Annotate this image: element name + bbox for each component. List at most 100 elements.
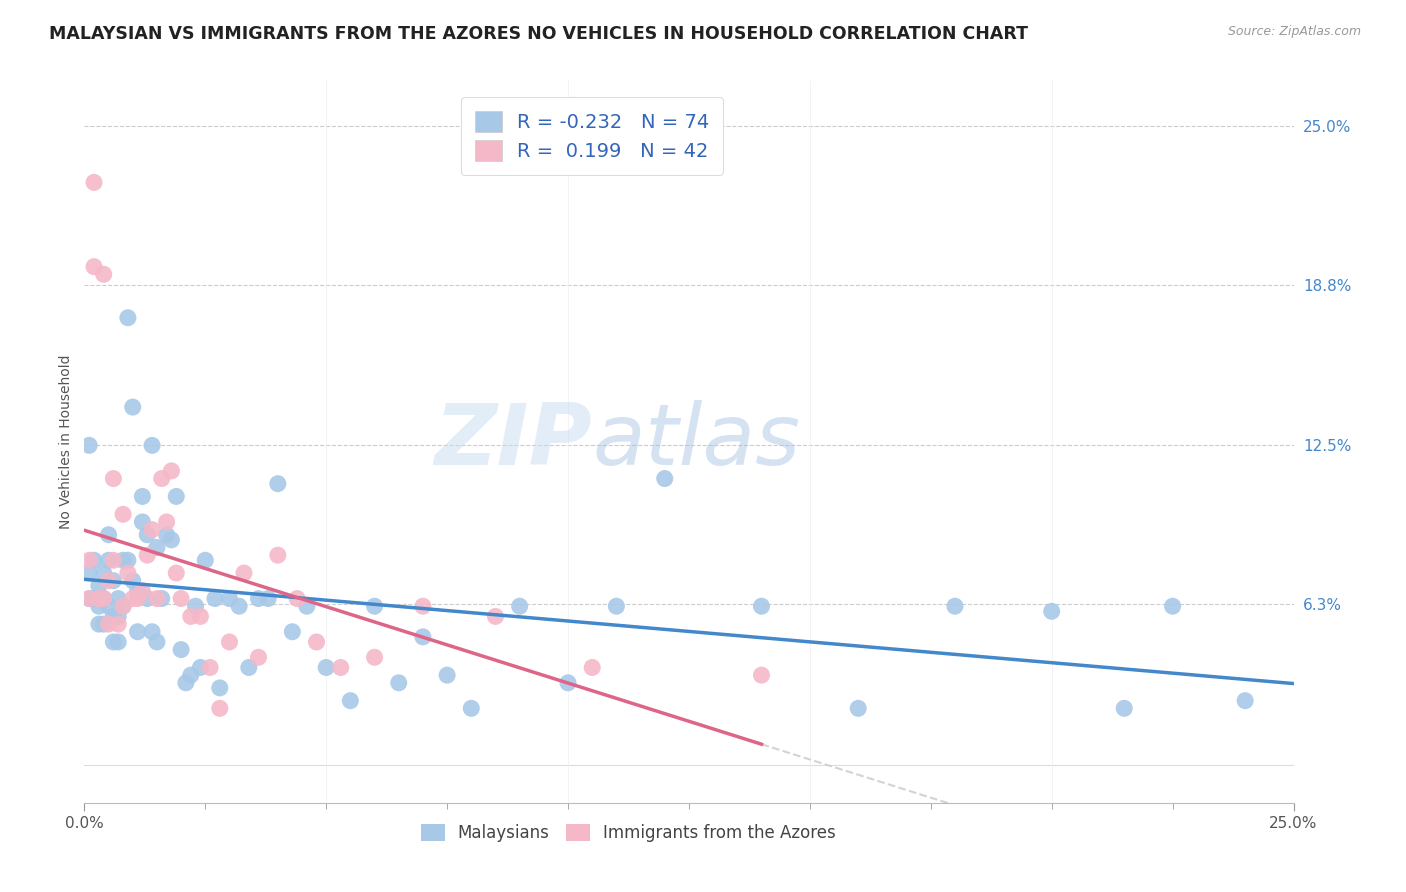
Point xyxy=(943,599,966,614)
Point xyxy=(233,566,256,580)
Point xyxy=(1040,604,1063,618)
Point xyxy=(93,617,115,632)
Point xyxy=(136,548,159,562)
Point xyxy=(218,635,240,649)
Point xyxy=(141,523,163,537)
Point xyxy=(136,591,159,606)
Point xyxy=(103,635,125,649)
Point xyxy=(208,681,231,695)
Point xyxy=(329,660,352,674)
Point xyxy=(131,583,153,598)
Point xyxy=(141,438,163,452)
Point xyxy=(127,591,149,606)
Point xyxy=(160,464,183,478)
Point xyxy=(605,599,627,614)
Point xyxy=(155,527,177,541)
Point xyxy=(146,591,169,606)
Point xyxy=(170,642,193,657)
Point xyxy=(146,541,169,555)
Point xyxy=(388,675,411,690)
Point xyxy=(112,599,135,614)
Text: Source: ZipAtlas.com: Source: ZipAtlas.com xyxy=(1227,25,1361,38)
Point xyxy=(339,694,361,708)
Point xyxy=(257,591,280,606)
Point xyxy=(208,701,231,715)
Point xyxy=(315,660,337,674)
Point xyxy=(103,553,125,567)
Point xyxy=(131,490,153,504)
Point xyxy=(77,591,100,606)
Point xyxy=(165,566,187,580)
Point xyxy=(150,472,173,486)
Point xyxy=(509,599,531,614)
Point xyxy=(117,310,139,325)
Point xyxy=(93,591,115,606)
Point xyxy=(131,515,153,529)
Point xyxy=(184,599,207,614)
Point xyxy=(218,591,240,606)
Point xyxy=(77,591,100,606)
Point xyxy=(295,599,318,614)
Point xyxy=(165,490,187,504)
Point xyxy=(97,527,120,541)
Point xyxy=(103,609,125,624)
Point xyxy=(107,635,129,649)
Point xyxy=(103,472,125,486)
Point xyxy=(557,675,579,690)
Point xyxy=(436,668,458,682)
Point xyxy=(363,599,385,614)
Point xyxy=(1234,694,1257,708)
Point xyxy=(228,599,250,614)
Point xyxy=(107,591,129,606)
Point xyxy=(121,400,143,414)
Point xyxy=(97,599,120,614)
Point xyxy=(194,553,217,567)
Point xyxy=(87,591,110,606)
Text: atlas: atlas xyxy=(592,400,800,483)
Point xyxy=(1161,599,1184,614)
Point xyxy=(581,660,603,674)
Point xyxy=(121,591,143,606)
Point xyxy=(136,527,159,541)
Point xyxy=(77,566,100,580)
Point xyxy=(83,591,105,606)
Point xyxy=(97,617,120,632)
Point xyxy=(174,675,197,690)
Point xyxy=(238,660,260,674)
Point xyxy=(93,591,115,606)
Point xyxy=(190,660,212,674)
Point xyxy=(267,548,290,562)
Point xyxy=(1114,701,1136,715)
Point xyxy=(112,508,135,522)
Point xyxy=(170,591,193,606)
Point xyxy=(93,566,115,580)
Point xyxy=(654,472,676,486)
Text: MALAYSIAN VS IMMIGRANTS FROM THE AZORES NO VEHICLES IN HOUSEHOLD CORRELATION CHA: MALAYSIAN VS IMMIGRANTS FROM THE AZORES … xyxy=(49,25,1028,43)
Point xyxy=(285,591,308,606)
Point xyxy=(127,624,149,639)
Text: ZIP: ZIP xyxy=(434,400,592,483)
Point xyxy=(107,609,129,624)
Point xyxy=(127,583,149,598)
Point xyxy=(103,574,125,588)
Point xyxy=(117,553,139,567)
Legend: Malaysians, Immigrants from the Azores: Malaysians, Immigrants from the Azores xyxy=(415,817,842,848)
Point xyxy=(97,553,120,567)
Point xyxy=(751,599,773,614)
Point xyxy=(247,650,270,665)
Point xyxy=(87,599,110,614)
Point xyxy=(180,668,202,682)
Point xyxy=(281,624,304,639)
Point xyxy=(97,574,120,588)
Point xyxy=(112,553,135,567)
Point xyxy=(412,630,434,644)
Point xyxy=(117,566,139,580)
Point xyxy=(267,476,290,491)
Point xyxy=(846,701,869,715)
Point xyxy=(93,268,115,282)
Point xyxy=(77,438,100,452)
Point xyxy=(305,635,328,649)
Y-axis label: No Vehicles in Household: No Vehicles in Household xyxy=(59,354,73,529)
Point xyxy=(83,260,105,274)
Point xyxy=(412,599,434,614)
